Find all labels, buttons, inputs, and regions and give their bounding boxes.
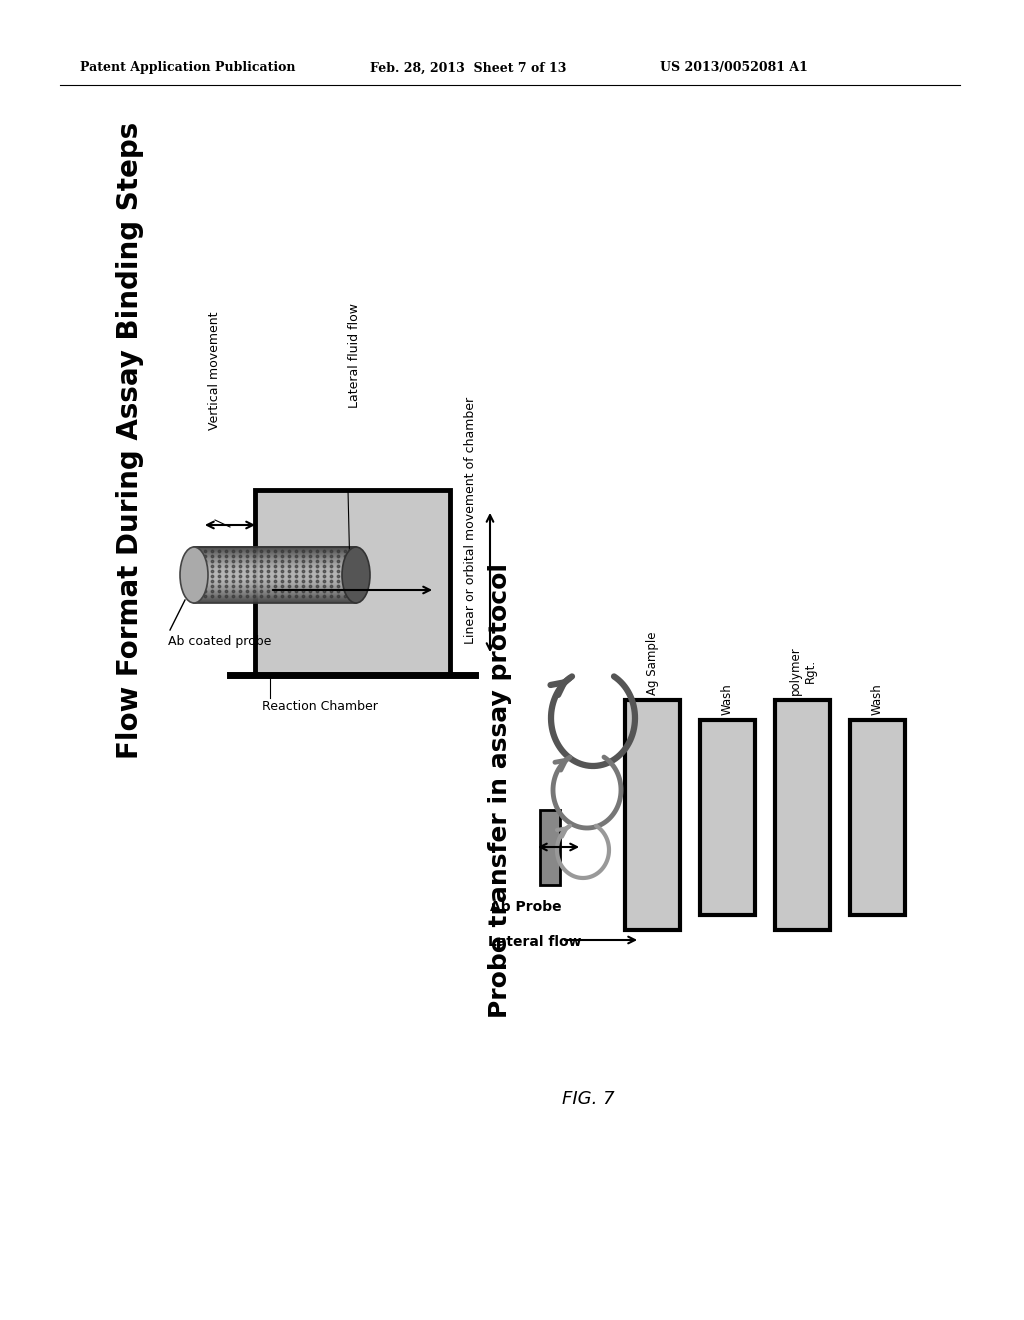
Bar [625, 700, 680, 931]
Bar [255, 490, 450, 675]
Text: Wash: Wash [871, 684, 884, 715]
Text: Feb. 28, 2013  Sheet 7 of 13: Feb. 28, 2013 Sheet 7 of 13 [370, 62, 566, 74]
Ellipse shape [180, 546, 208, 603]
Text: Ag Sample: Ag Sample [646, 631, 659, 696]
Text: Linear or orbital movement of chamber: Linear or orbital movement of chamber [464, 396, 476, 644]
Text: FIG. 7: FIG. 7 [562, 1090, 614, 1107]
Text: Lateral fluid flow: Lateral fluid flow [348, 304, 361, 408]
Bar [775, 700, 830, 931]
Bar [700, 719, 755, 915]
Bar [850, 719, 905, 915]
Text: Wash: Wash [721, 684, 734, 715]
Bar [850, 719, 905, 915]
Text: Patent Application Publication: Patent Application Publication [80, 62, 296, 74]
Bar [540, 810, 560, 884]
Text: Ab Probe: Ab Probe [490, 900, 561, 913]
Bar [625, 700, 680, 931]
Text: Probe transfer in assay protocol: Probe transfer in assay protocol [488, 562, 512, 1018]
Text: Lateral flow: Lateral flow [488, 935, 582, 949]
Bar [775, 700, 830, 931]
Ellipse shape [342, 546, 370, 603]
Text: US 2013/0052081 A1: US 2013/0052081 A1 [660, 62, 808, 74]
Bar [255, 490, 450, 675]
Text: Vertical movement: Vertical movement [209, 312, 221, 430]
Text: polymer
Rgt.: polymer Rgt. [788, 647, 816, 696]
Bar [700, 719, 755, 915]
Text: Reaction Chamber: Reaction Chamber [262, 700, 378, 713]
Text: Ab coated probe: Ab coated probe [168, 635, 271, 648]
Text: Flow Format During Assay Binding Steps: Flow Format During Assay Binding Steps [116, 121, 144, 759]
